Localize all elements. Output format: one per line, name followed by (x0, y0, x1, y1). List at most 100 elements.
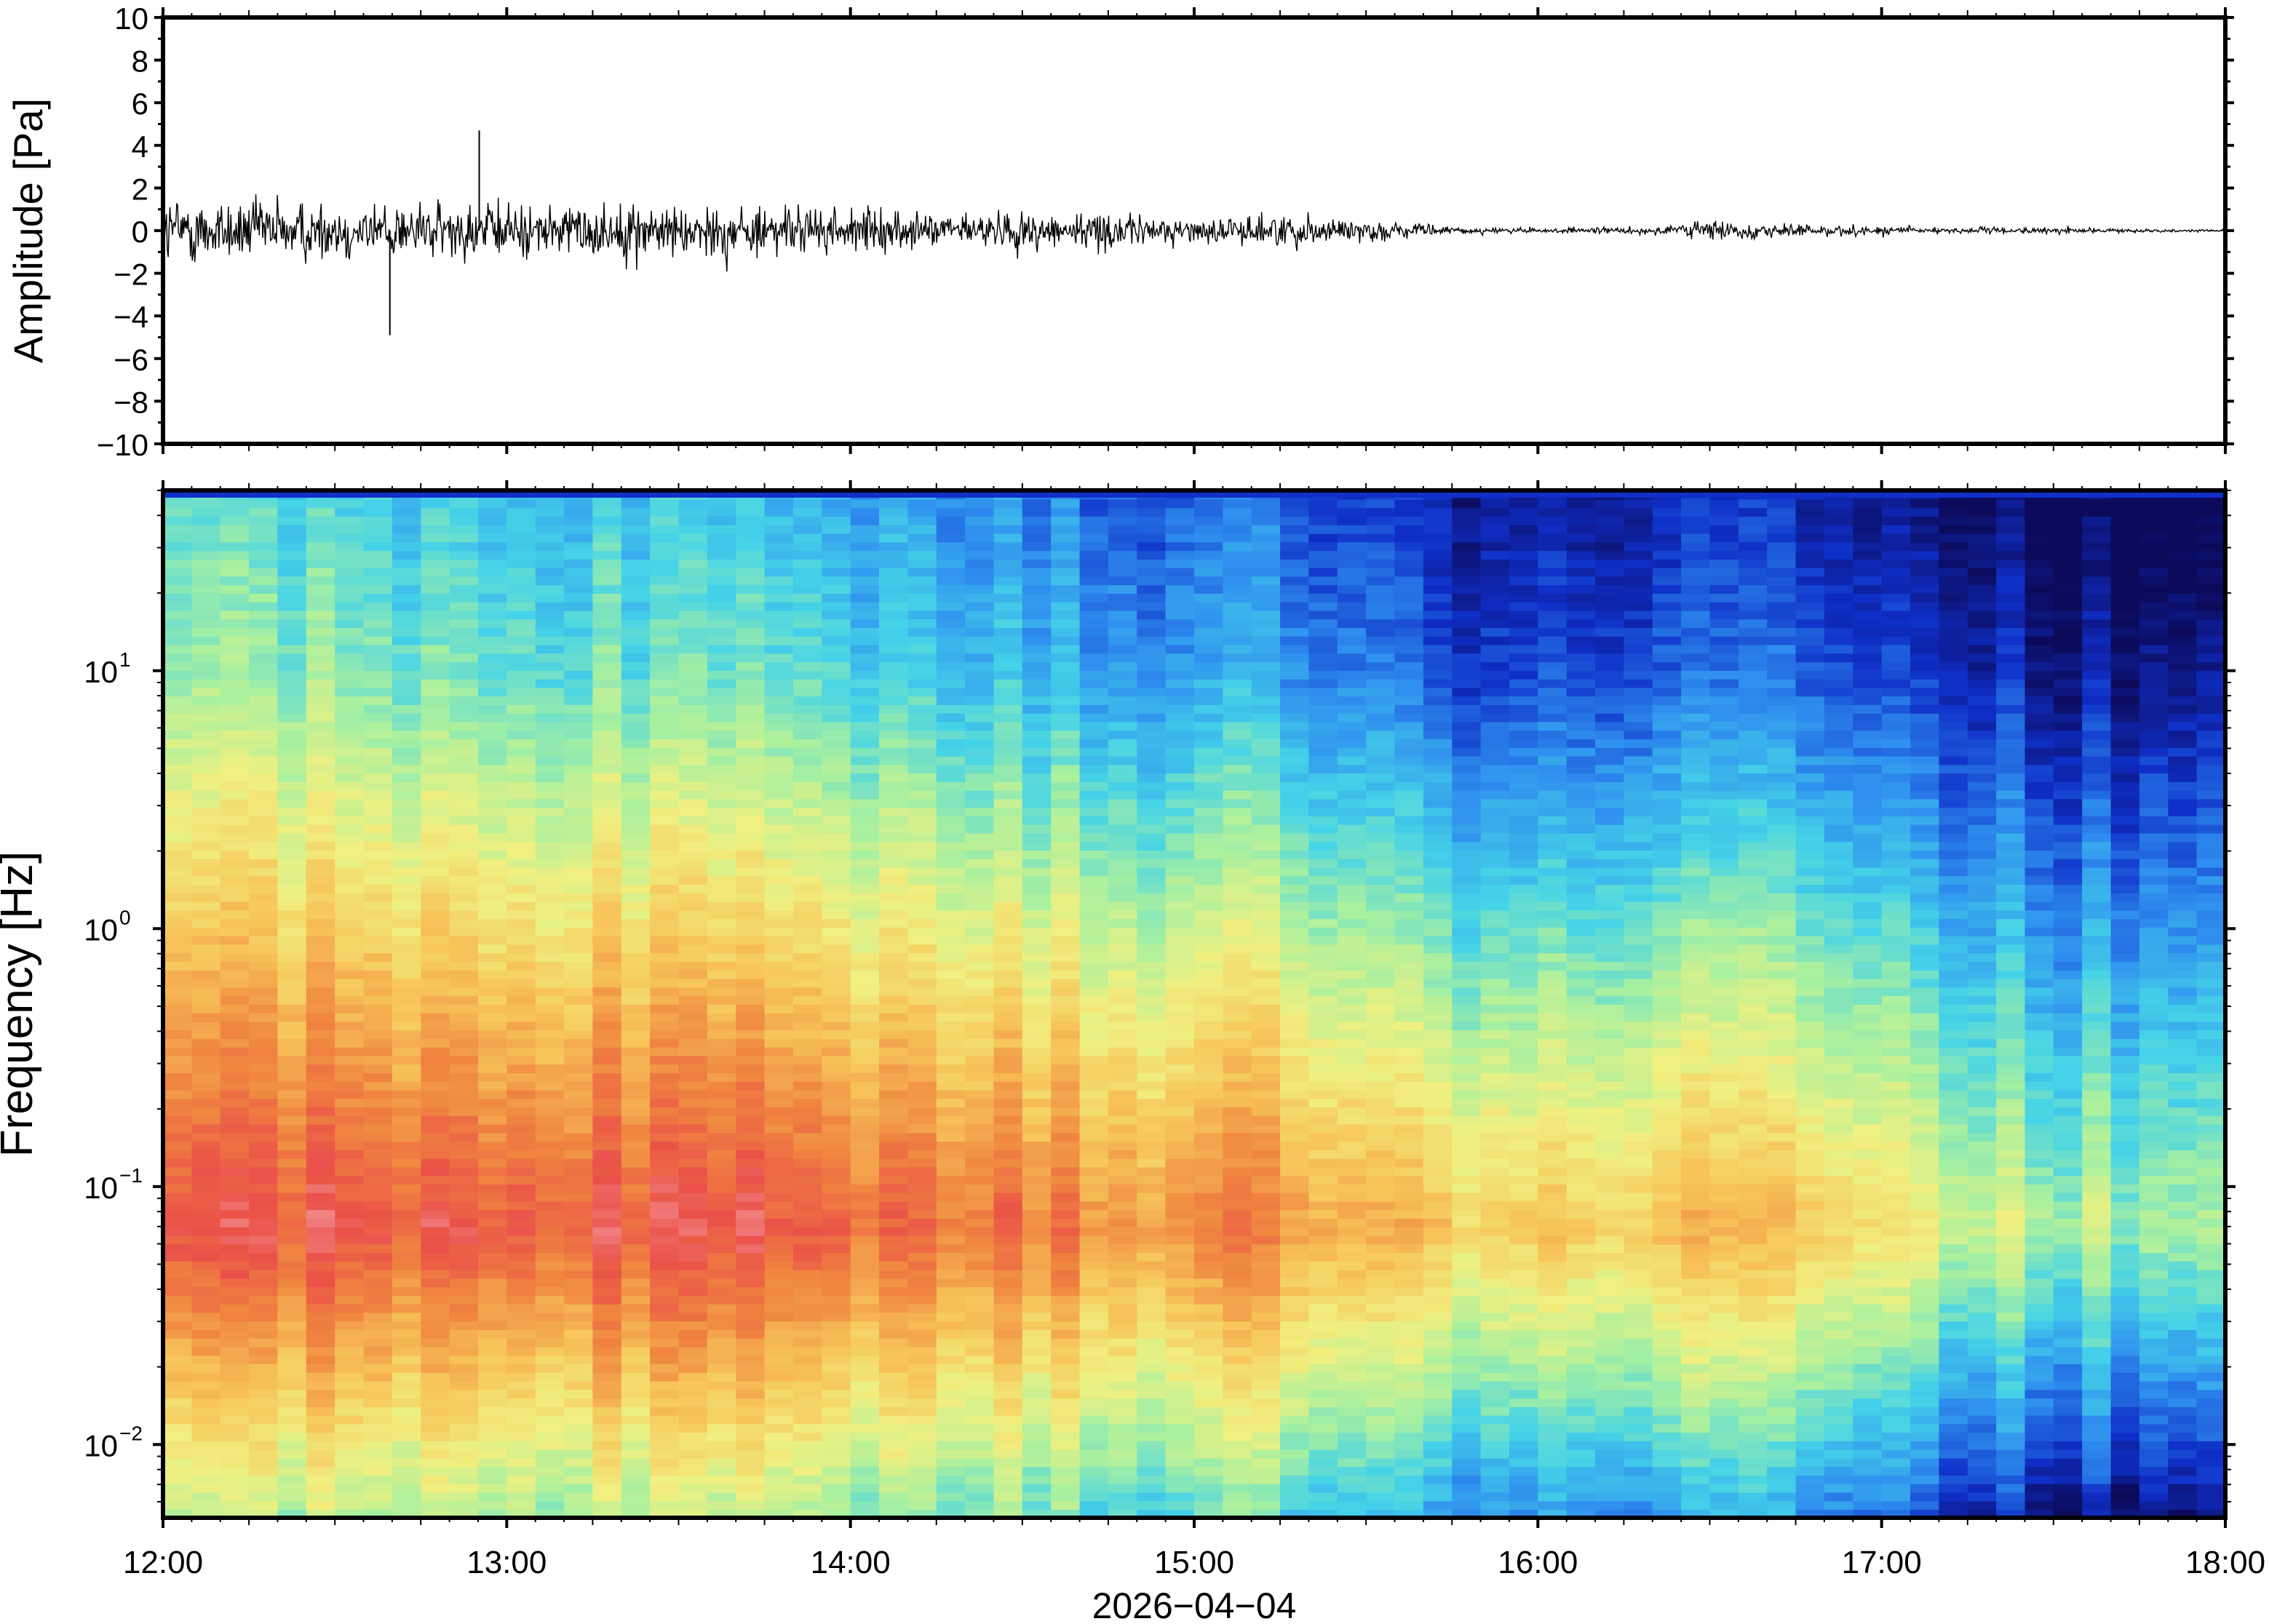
spectrogram-cell (1280, 1252, 1310, 1262)
spectrogram-cell (879, 773, 909, 782)
spectrogram-cell (764, 961, 794, 971)
spectrogram-cell (506, 712, 536, 723)
spectrogram-cell (449, 1038, 479, 1048)
spectrogram-cell (277, 1226, 307, 1236)
spectrogram-cell (707, 909, 737, 920)
spectrogram-cell (478, 533, 508, 543)
spectrogram-cell (1137, 1269, 1167, 1279)
spectrogram-cell (621, 730, 651, 740)
spectrogram-cell (736, 1389, 766, 1399)
spectrogram-cell (678, 541, 708, 552)
spectrogram-cell (621, 1372, 651, 1382)
spectrogram-cell (535, 602, 565, 611)
spectrogram-cell (736, 1226, 766, 1236)
spectrogram-cell (1137, 807, 1167, 816)
spectrogram-cell (191, 1295, 221, 1305)
spectrogram-cell (363, 1064, 393, 1073)
spectrogram-cell (478, 730, 508, 740)
spectrogram-cell (1079, 584, 1109, 594)
spectrogram-cell (1165, 1243, 1195, 1254)
spectrogram-cell (392, 1055, 422, 1065)
spectrogram-cell (506, 1209, 536, 1219)
spectrogram-cell (822, 952, 851, 962)
spectrogram-cell (1051, 1132, 1081, 1142)
spectrogram-cell (707, 1483, 737, 1493)
spectrogram-cell (792, 807, 823, 816)
spectrogram-cell (506, 1192, 536, 1202)
spectrogram-cell (392, 550, 422, 560)
spectrogram-cell (1051, 1012, 1081, 1022)
spectrogram-cell (535, 867, 565, 877)
spectrogram-cell (1251, 1089, 1281, 1099)
spectrogram-cell (764, 944, 794, 954)
spectrogram-cell (1223, 687, 1252, 697)
spectrogram-cell (1194, 602, 1224, 611)
spectrogram-cell (1223, 1337, 1252, 1348)
spectrogram-cell (764, 1021, 794, 1031)
spectrogram-cell (736, 1021, 766, 1031)
spectrogram-cell (1051, 644, 1081, 654)
spectrogram-cell (1079, 850, 1109, 859)
spectrogram-cell (163, 901, 193, 911)
spectrogram-cell (535, 1209, 565, 1219)
spectrogram-cell (1022, 909, 1052, 920)
spectrogram-cell (163, 1243, 193, 1254)
spectrogram-cell (879, 1372, 909, 1382)
spectrogram-cell (792, 1398, 823, 1407)
spectrogram-cell (879, 1406, 909, 1416)
spectrogram-cell (220, 1021, 250, 1031)
spectrogram-cell (535, 1278, 565, 1288)
spectrogram-cell (822, 875, 851, 885)
spectrogram-cell (363, 1055, 393, 1065)
spectrogram-cell (993, 1030, 1023, 1039)
spectrogram-cell (277, 1355, 307, 1364)
spectrogram-cell (1108, 824, 1138, 834)
spectrogram-cell (363, 678, 393, 688)
spectrogram-cell (993, 1243, 1023, 1254)
spectrogram-cell (1251, 1321, 1281, 1330)
spectrogram-cell (792, 636, 823, 645)
spectrogram-cell (277, 1295, 307, 1305)
spectrogram-cell (965, 1269, 995, 1279)
spectrogram-cell (449, 875, 479, 885)
spectrogram-cell (1108, 627, 1138, 637)
spectrogram-cell (879, 602, 909, 611)
spectrogram-cell (707, 927, 737, 936)
spectrogram-cell (792, 1329, 823, 1339)
spectrogram-cell (1223, 730, 1252, 740)
spectrogram-cell (1251, 1209, 1281, 1219)
spectrogram-cell (535, 1192, 565, 1202)
spectrogram-cell (736, 678, 766, 688)
spectrogram-cell (592, 739, 622, 748)
spectrogram-cell (822, 739, 851, 748)
spectrogram-cell (936, 1184, 966, 1193)
spectrogram-cell (621, 1123, 651, 1134)
spectrogram-cell (965, 1321, 995, 1330)
spectrogram-cell (363, 687, 393, 697)
spectrogram-cell (535, 893, 565, 902)
spectrogram-cell (363, 1449, 393, 1459)
spectrogram-cell (163, 541, 193, 552)
spectrogram-cell (792, 584, 823, 594)
spectrogram-cell (707, 1389, 737, 1399)
spectrogram-cell (306, 730, 335, 740)
spectrogram-cell (850, 1115, 880, 1125)
spectrogram-cell (736, 875, 766, 885)
spectrogram-cell (792, 678, 823, 688)
spectrogram-cell (1165, 712, 1195, 723)
spectrogram-cell (1251, 627, 1281, 637)
spectrogram-cell (306, 935, 335, 945)
spectrogram-cell (1108, 541, 1138, 552)
spectrogram-cell (993, 721, 1023, 731)
spectrogram-cell (277, 1012, 307, 1022)
spectrogram-cell (936, 712, 966, 723)
spectrogram-cell (1051, 1098, 1081, 1107)
spectrogram-cell (191, 584, 221, 594)
spectrogram-cell (1022, 1269, 1052, 1279)
spectrogram-cell (363, 661, 393, 671)
spectrogram-cell (1165, 1141, 1195, 1150)
spectrogram-cell (564, 584, 594, 594)
spectrogram-cell (191, 1303, 221, 1313)
spectrogram-cell (191, 781, 221, 791)
spectrogram-cell (1051, 995, 1081, 1005)
